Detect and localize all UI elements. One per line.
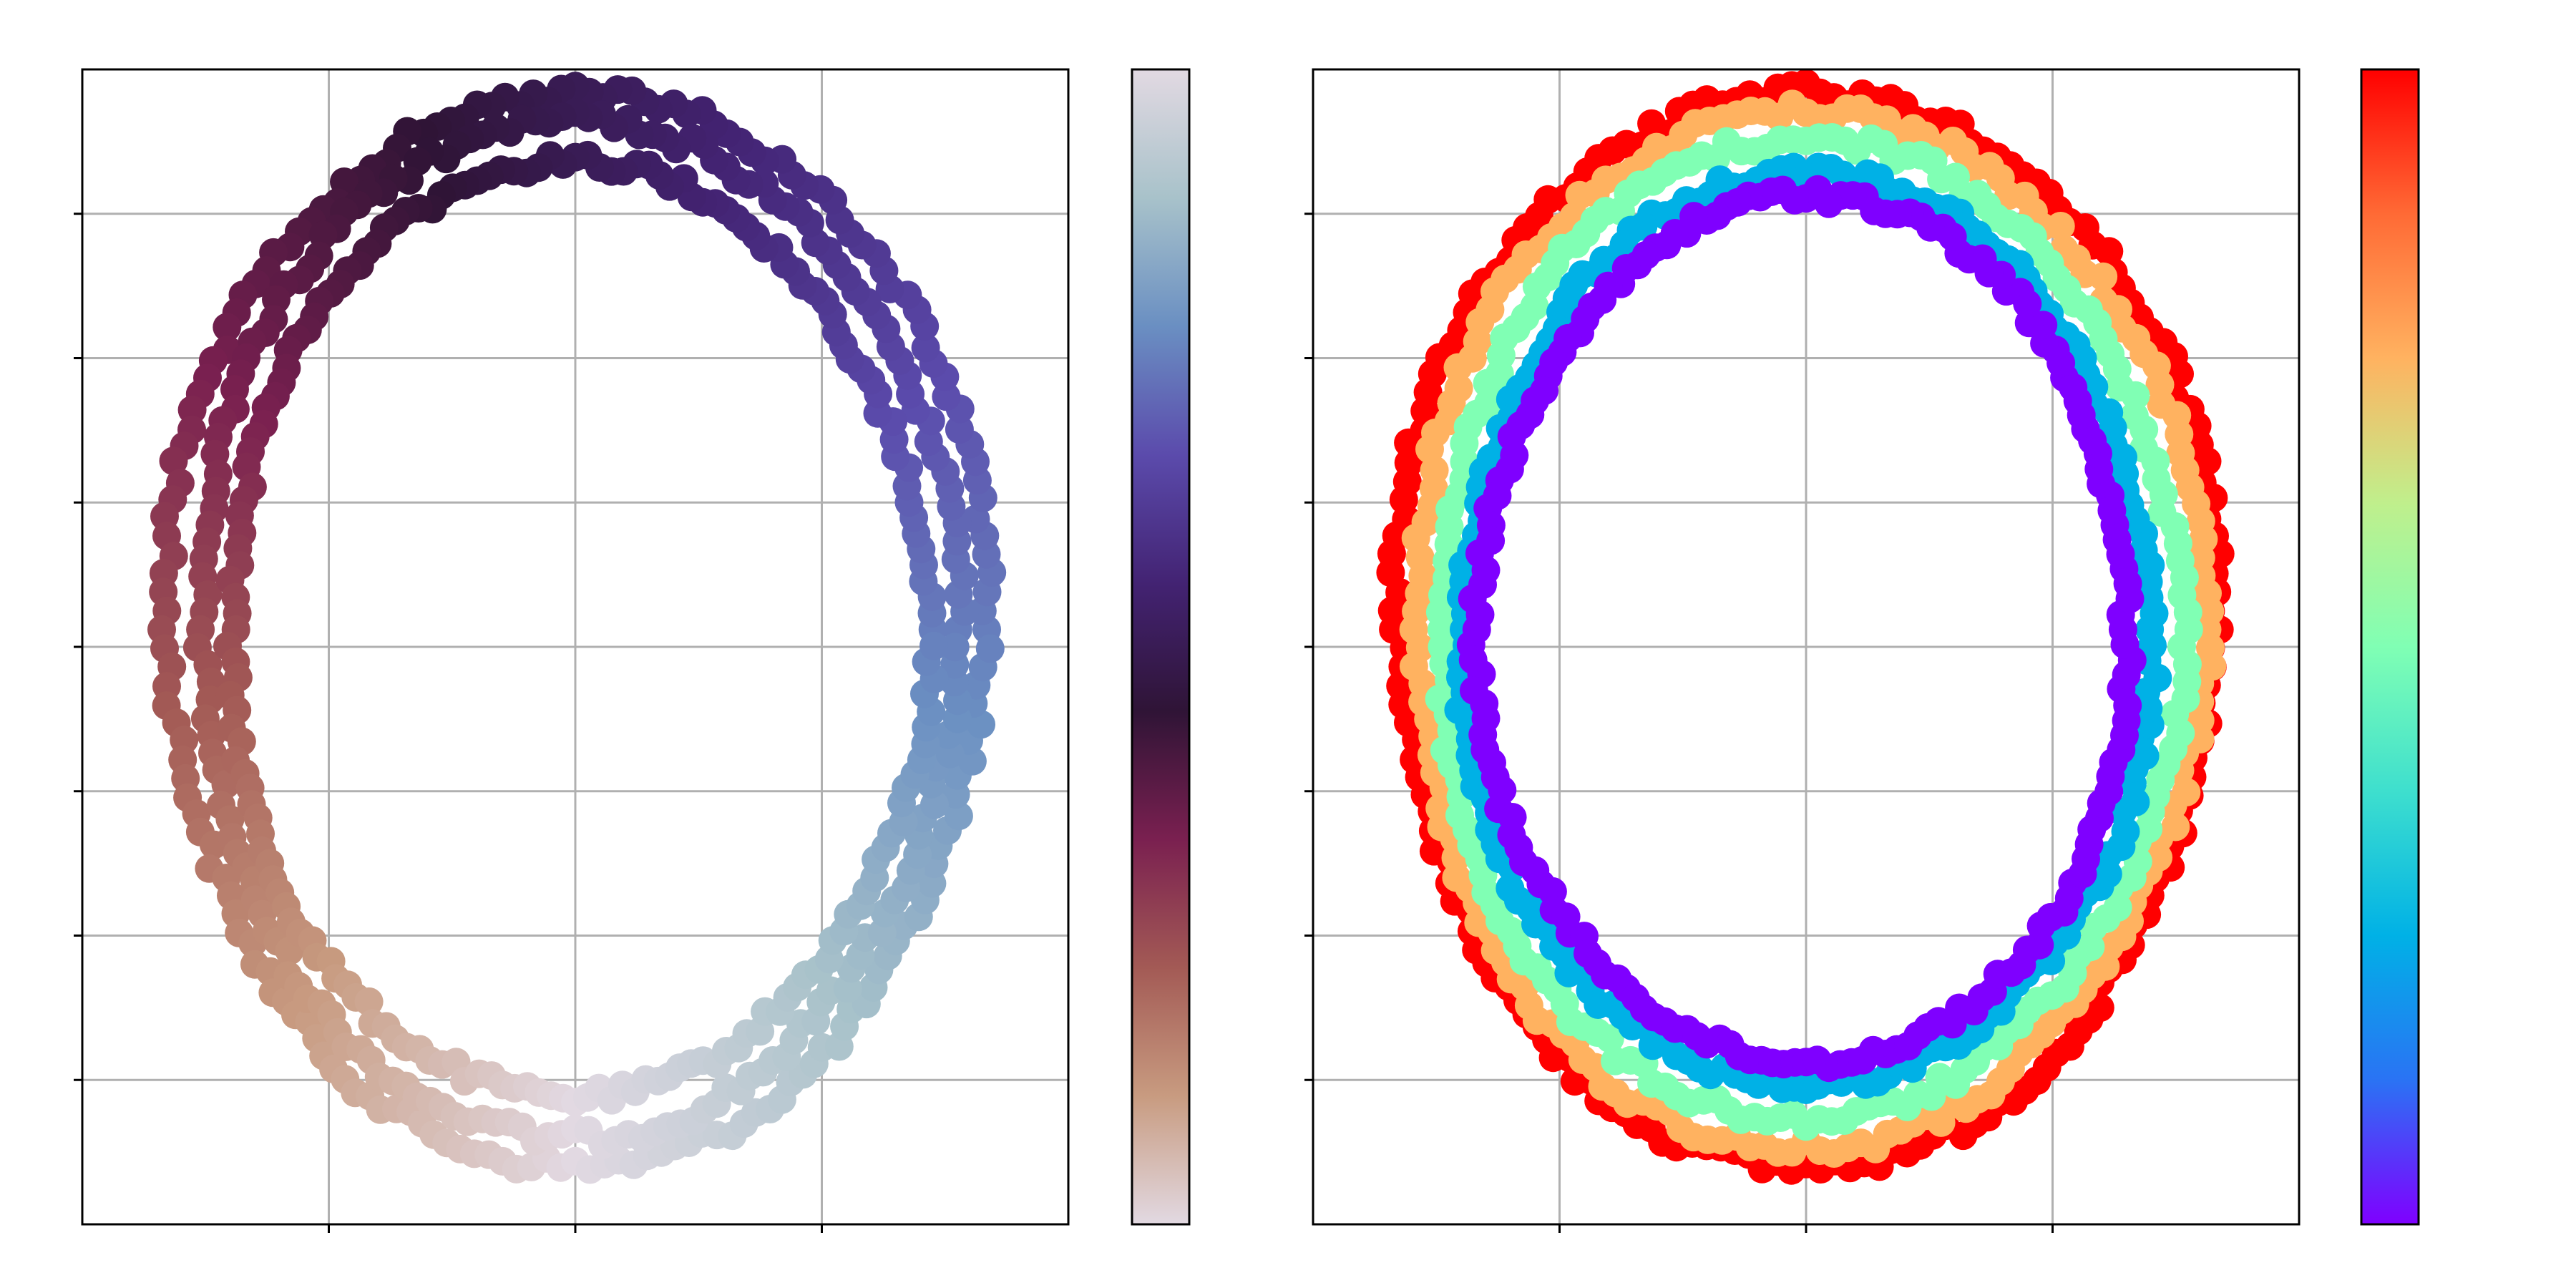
scatter-point xyxy=(2167,632,2196,661)
colorbar xyxy=(2360,68,2420,1226)
scatter-point xyxy=(919,631,948,660)
scatter-points xyxy=(147,72,1007,1184)
scatter-point xyxy=(945,415,974,444)
scatter-point xyxy=(177,395,207,424)
scatter-point xyxy=(2119,401,2149,431)
scatter-point xyxy=(914,427,943,457)
scatter-point xyxy=(1595,1024,1624,1053)
scatter-point xyxy=(2085,993,2114,1023)
scatter-point xyxy=(354,987,384,1016)
scatter-point xyxy=(2161,812,2190,841)
scatter-point xyxy=(159,447,188,476)
scatter-point xyxy=(1637,109,1667,138)
scatter-point xyxy=(2196,633,2225,663)
scatter-point xyxy=(2172,778,2201,806)
scatter-point xyxy=(1443,353,1473,382)
colorbar xyxy=(1131,68,1191,1226)
scatter-points xyxy=(1376,69,2235,1185)
right-scatter-panel xyxy=(1304,68,2420,1233)
scatter-point xyxy=(2138,631,2167,660)
scatter-point xyxy=(940,633,970,662)
scatter-point xyxy=(911,333,940,363)
scatter-point xyxy=(944,801,973,831)
scatter-point xyxy=(213,313,242,342)
left-scatter-panel xyxy=(74,68,1191,1233)
scatter-point xyxy=(975,634,1005,663)
scatter-point xyxy=(2110,630,2140,659)
